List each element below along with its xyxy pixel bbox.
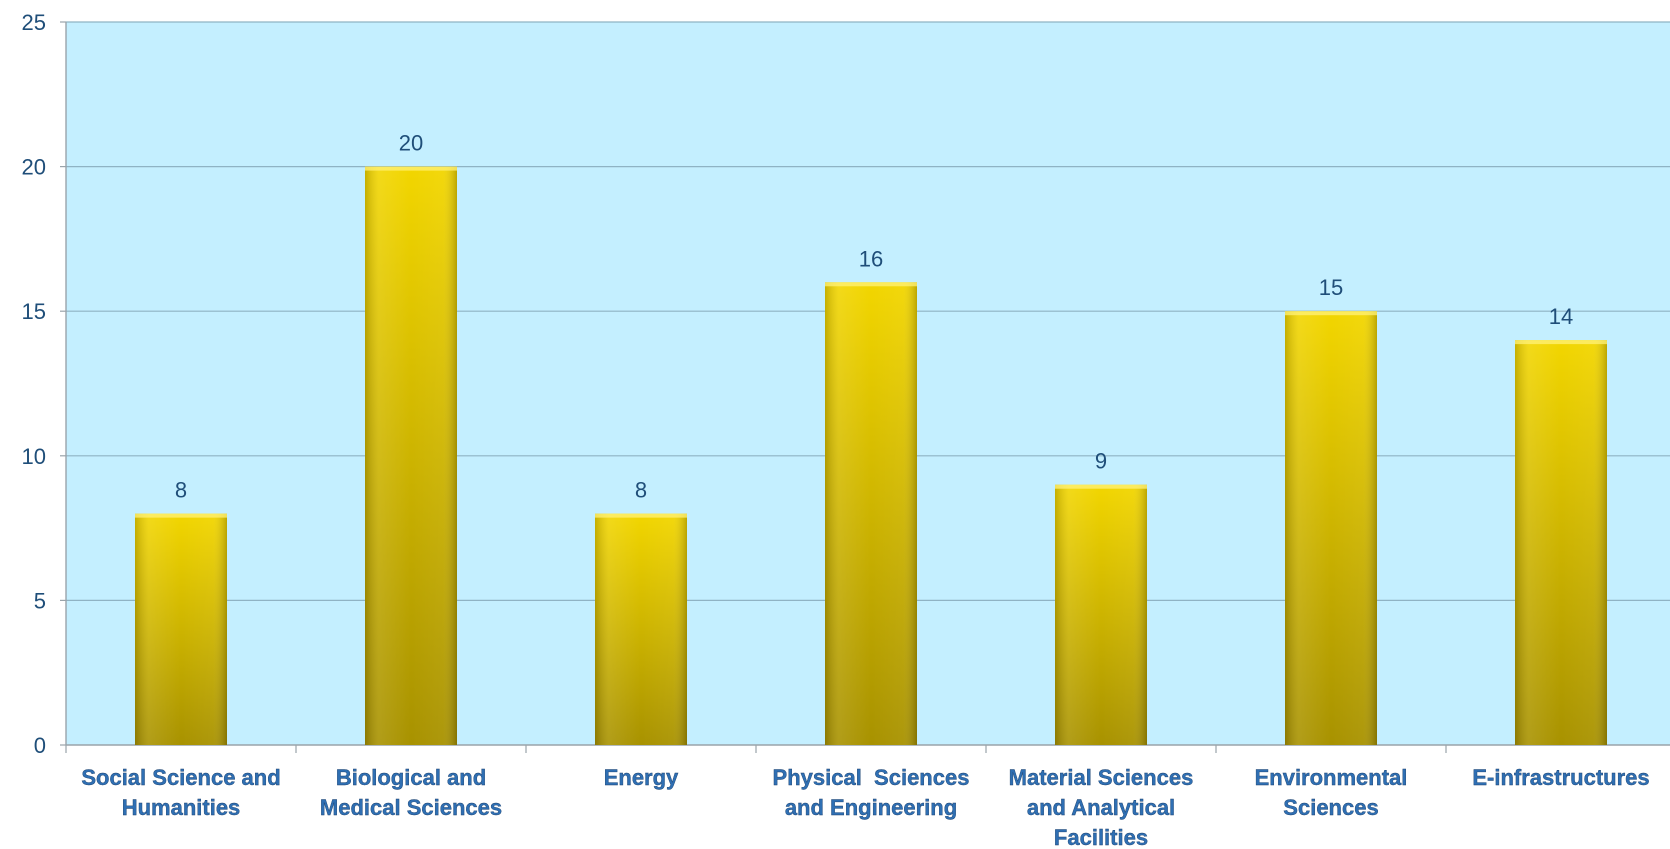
data-label: 9 [1095,449,1107,474]
x-category-label: Social Science and Humanities [81,765,280,820]
x-category-label: Energy [604,765,679,790]
x-category-label: Material Sciences and Analytical Facilitie… [1009,765,1194,849]
bar-top-highlight [1515,340,1607,345]
bar-top-highlight [365,166,457,171]
x-category-label: Physical Sciences and Engineering [773,765,970,820]
y-tick-label: 25 [22,10,46,35]
data-label: 20 [399,131,423,156]
x-category-label: E-infrastructures [1472,765,1649,790]
x-category-label: Biological and Medical Sciences [320,765,502,820]
y-tick-label: 20 [22,155,46,180]
bar-top-highlight [135,513,227,518]
bar-shine [1515,340,1607,745]
bar-shine [825,282,917,745]
x-axis-labels: Social Science and Humanities Biological a… [81,765,1650,849]
bar-shine [135,513,227,745]
bar-top-highlight [825,282,917,287]
data-label: 15 [1319,275,1343,300]
bar-shine [595,513,687,745]
bar-top-highlight [595,513,687,518]
data-label: 16 [859,246,883,271]
bar-shine [1285,311,1377,745]
data-label: 14 [1549,304,1573,329]
bars [135,166,1607,746]
data-label: 8 [635,478,647,503]
y-tick-label: 10 [22,444,46,469]
bar-top-highlight [1285,311,1377,316]
y-tick-label: 0 [34,733,46,758]
y-axis-ticks: 0 5 10 15 20 25 [22,10,66,758]
bar-shine [365,166,457,746]
y-tick-label: 5 [34,588,46,613]
data-label: 8 [175,478,187,503]
x-category-label: Environmental Sciences [1255,765,1408,820]
data-labels: 8 20 8 16 9 15 14 [175,131,1573,503]
y-tick-label: 15 [22,299,46,324]
bar-top-highlight [1055,484,1147,489]
bar-shine [1055,484,1147,745]
